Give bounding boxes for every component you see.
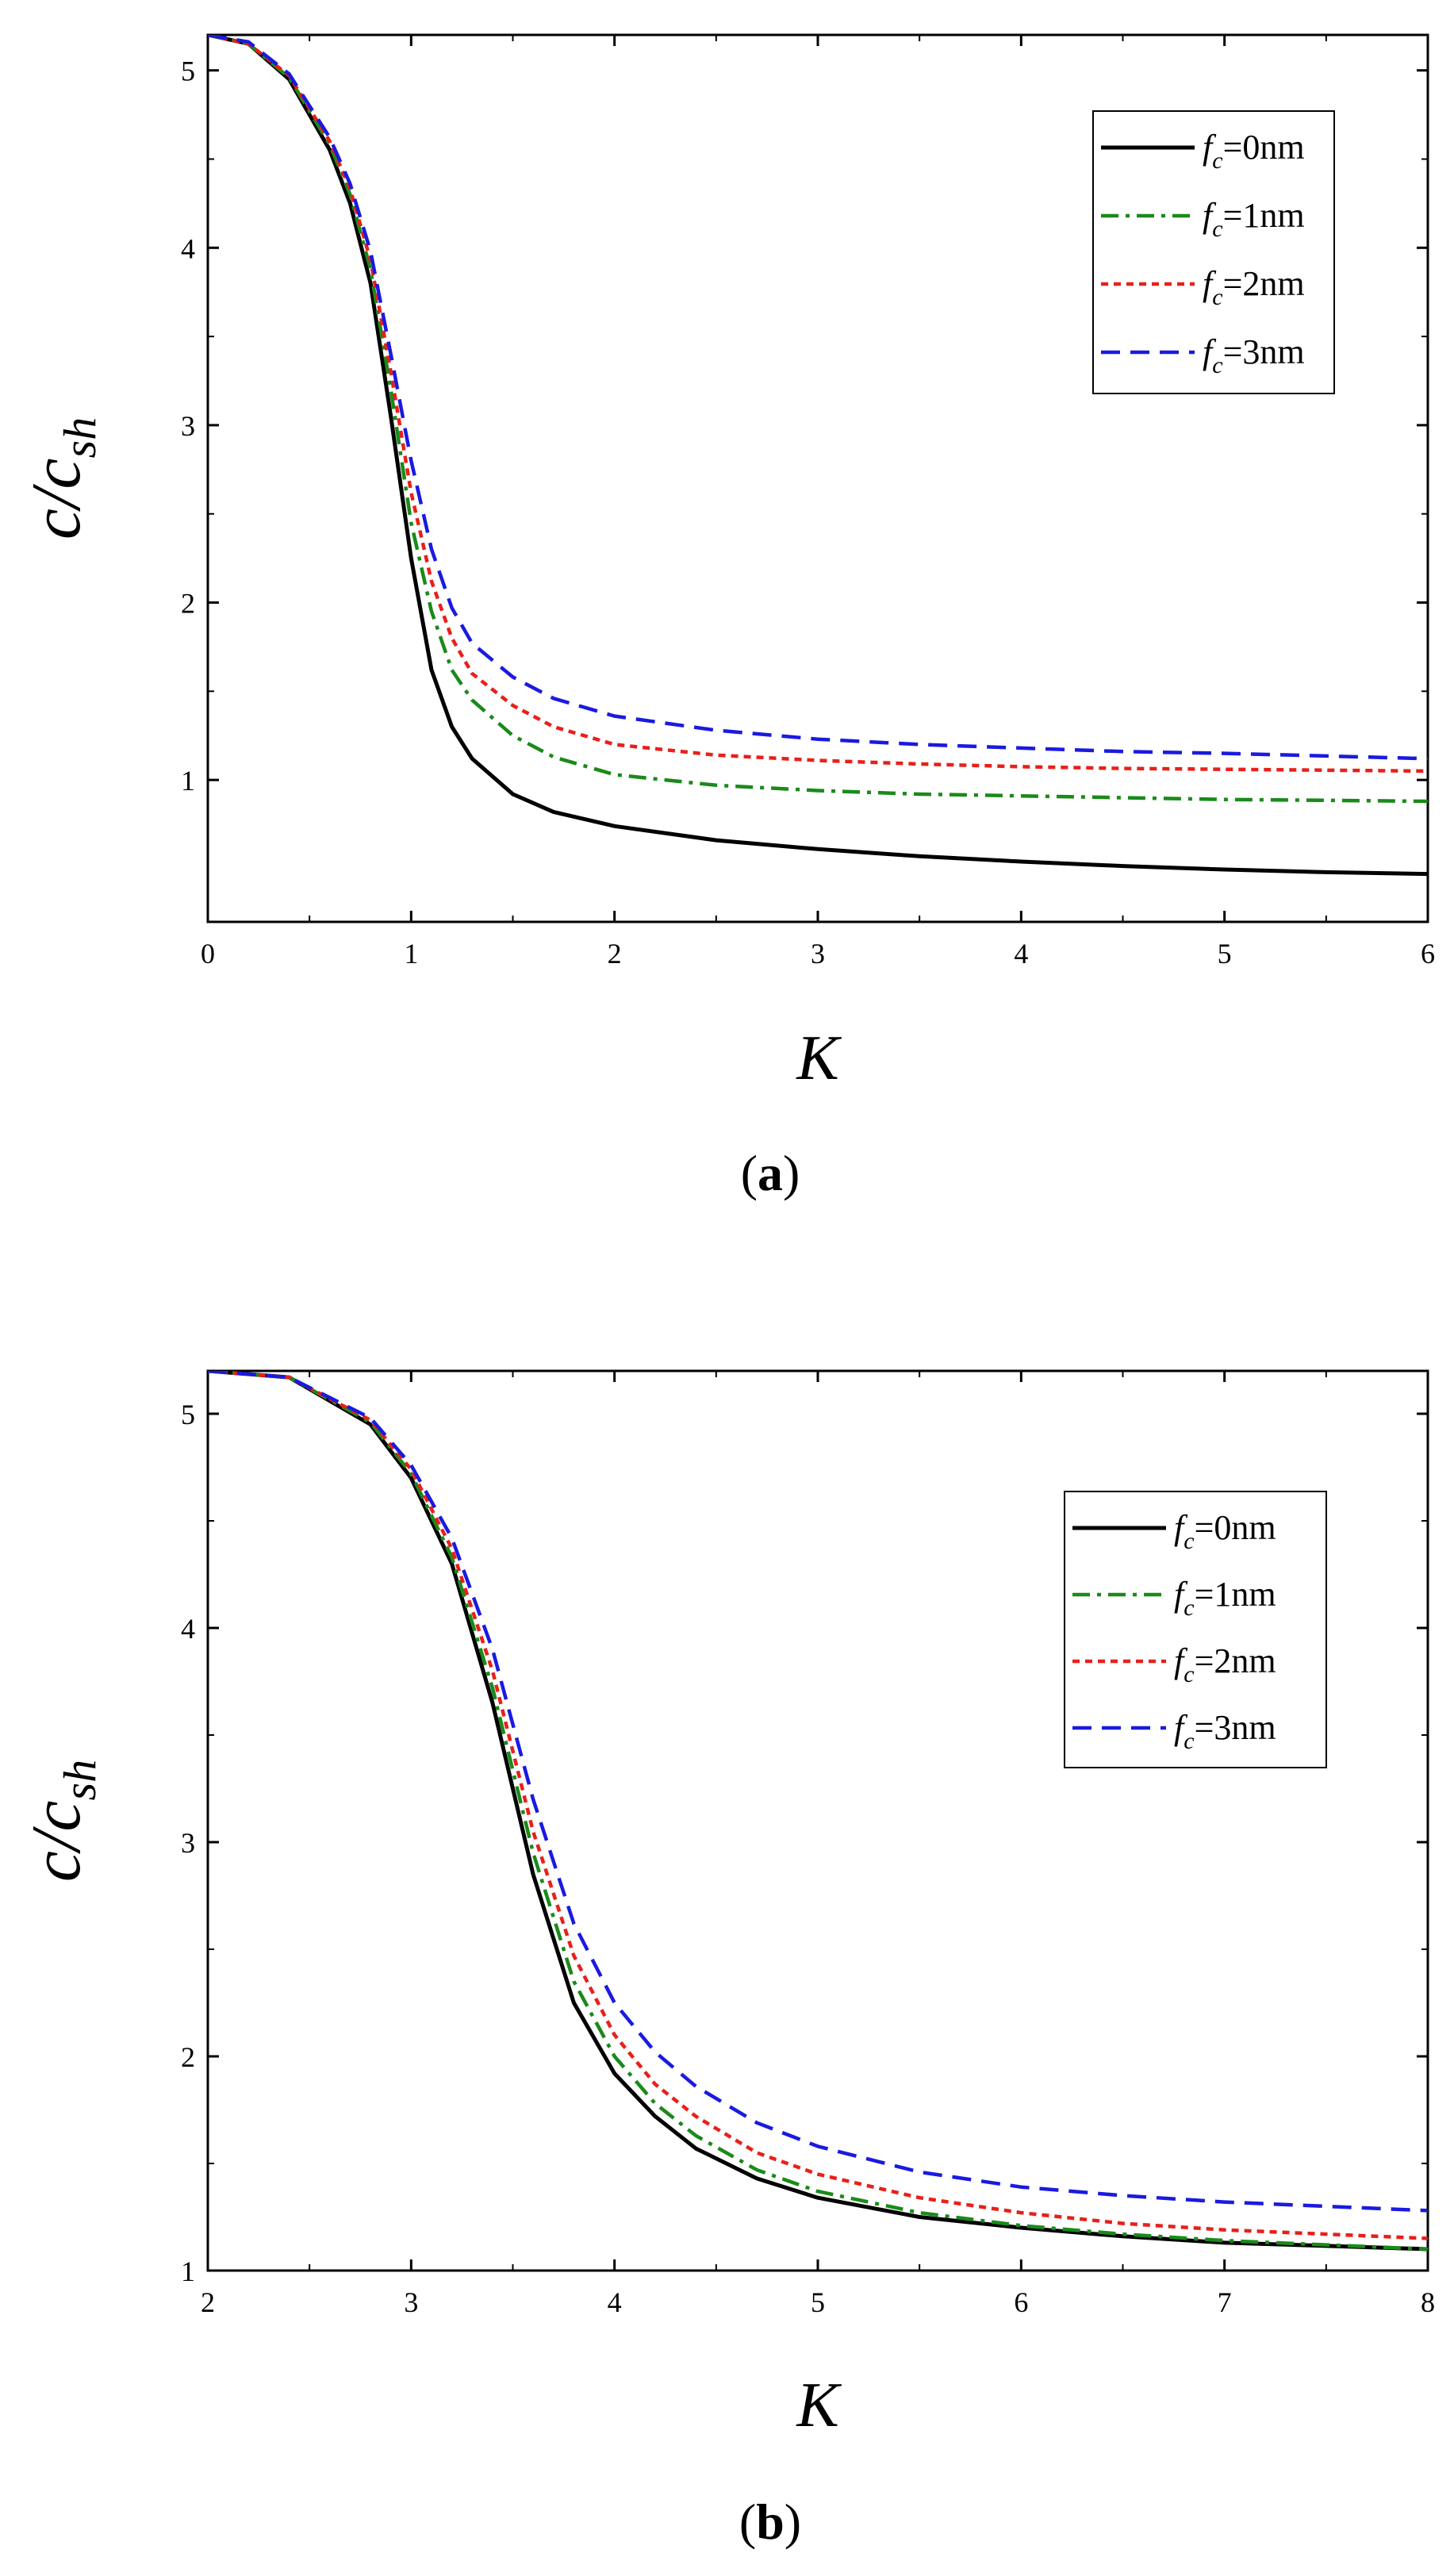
y-label-main: c/c bbox=[18, 459, 95, 540]
legend-tail: =0nm bbox=[1195, 1508, 1276, 1547]
y-label-sub: sh bbox=[54, 1760, 106, 1801]
x-tick-label: 5 bbox=[811, 2286, 825, 2318]
y-tick-label: 4 bbox=[181, 1613, 195, 1645]
x-tick-label: 4 bbox=[1014, 938, 1028, 969]
y-tick-label: 3 bbox=[181, 410, 195, 442]
chart-panel-b: 2 3 4 5 6 7 812345fc=0nmfc=1nmfc=2nmfc=3nmKc/c… bbox=[18, 1369, 1435, 2550]
legend-sub: c bbox=[1212, 284, 1222, 310]
y-tick-label: 2 bbox=[181, 2041, 195, 2073]
y-tick-label: 3 bbox=[181, 1827, 195, 1859]
legend-tail: =1nm bbox=[1223, 196, 1305, 235]
series-line-2 bbox=[208, 35, 1428, 774]
y-label-main: c/c bbox=[18, 1801, 95, 1883]
legend-sub: c bbox=[1212, 148, 1222, 174]
panel-letter: a bbox=[758, 1145, 783, 1201]
panel-paren-close: ) bbox=[785, 2493, 801, 2550]
series-line-1 bbox=[208, 35, 1428, 804]
y-tick-label: 1 bbox=[181, 765, 195, 797]
legend-label-2: fc=2nm bbox=[1174, 1641, 1276, 1687]
y-tick-label: 5 bbox=[181, 56, 195, 87]
chart-panel-a: 0 1 2 3 4 5 612345fc=0nmfc=1nmfc=2nmfc=3nmKc/c… bbox=[18, 33, 1435, 1201]
legend-box bbox=[1064, 1491, 1327, 1768]
x-tick-label: 2 bbox=[201, 2286, 215, 2318]
x-tick-label: 0 bbox=[201, 938, 215, 969]
legend-box bbox=[1092, 110, 1335, 394]
series-line-1 bbox=[208, 1371, 1428, 2252]
legend-label-3: fc=3nm bbox=[1174, 1708, 1276, 1754]
x-tick-label: 3 bbox=[404, 2286, 418, 2318]
panel-paren-open: ( bbox=[739, 2493, 756, 2550]
y-tick-label: 1 bbox=[181, 2255, 195, 2287]
y-tick-label: 4 bbox=[181, 232, 195, 264]
series-line-0 bbox=[208, 35, 1428, 877]
x-tick-label: 3 bbox=[811, 938, 825, 969]
legend-sub: c bbox=[1184, 1661, 1194, 1687]
y-axis-label: c/csh bbox=[18, 417, 106, 539]
legend-sub: c bbox=[1184, 1595, 1194, 1621]
legend-sub: c bbox=[1184, 1728, 1194, 1754]
x-tick-label: 6 bbox=[1421, 938, 1435, 969]
y-label-sub: sh bbox=[54, 417, 106, 459]
y-axis-label: c/csh bbox=[18, 1760, 106, 1882]
legend-tail: =1nm bbox=[1195, 1575, 1276, 1614]
legend-tail: =3nm bbox=[1223, 332, 1305, 371]
legend-tail: =2nm bbox=[1195, 1641, 1276, 1680]
series-line-3 bbox=[208, 35, 1428, 761]
panel-label: (b) bbox=[739, 2493, 801, 2550]
legend-tail: =0nm bbox=[1223, 128, 1305, 167]
legend-tail: =2nm bbox=[1223, 264, 1305, 303]
series-line-2 bbox=[208, 1371, 1428, 2240]
legend-sub: c bbox=[1184, 1528, 1194, 1554]
x-tick-label: 8 bbox=[1421, 2286, 1435, 2318]
x-tick-label: 7 bbox=[1218, 2286, 1232, 2318]
panel-paren-close: ) bbox=[783, 1145, 800, 1201]
legend-label-2: fc=2nm bbox=[1203, 264, 1305, 310]
series-line-0 bbox=[208, 1371, 1428, 2252]
legend-label-3: fc=3nm bbox=[1203, 332, 1305, 378]
panel-label: (a) bbox=[741, 1145, 800, 1201]
legend-sub: c bbox=[1212, 352, 1222, 378]
x-axis-label: K bbox=[796, 1023, 842, 1093]
panel-letter: b bbox=[756, 2493, 785, 2550]
y-tick-label: 5 bbox=[181, 1399, 195, 1430]
panel-paren-open: ( bbox=[741, 1145, 758, 1201]
legend-label-0: fc=0nm bbox=[1174, 1508, 1276, 1554]
legend-tail: =3nm bbox=[1195, 1708, 1276, 1747]
x-tick-label: 2 bbox=[608, 938, 622, 969]
x-tick-label: 6 bbox=[1014, 2286, 1028, 2318]
y-tick-label: 2 bbox=[181, 588, 195, 620]
x-tick-label: 4 bbox=[608, 2286, 622, 2318]
x-axis-label: K bbox=[796, 2371, 842, 2440]
legend-sub: c bbox=[1212, 216, 1222, 242]
x-tick-label: 1 bbox=[404, 938, 418, 969]
x-tick-label: 5 bbox=[1218, 938, 1232, 969]
